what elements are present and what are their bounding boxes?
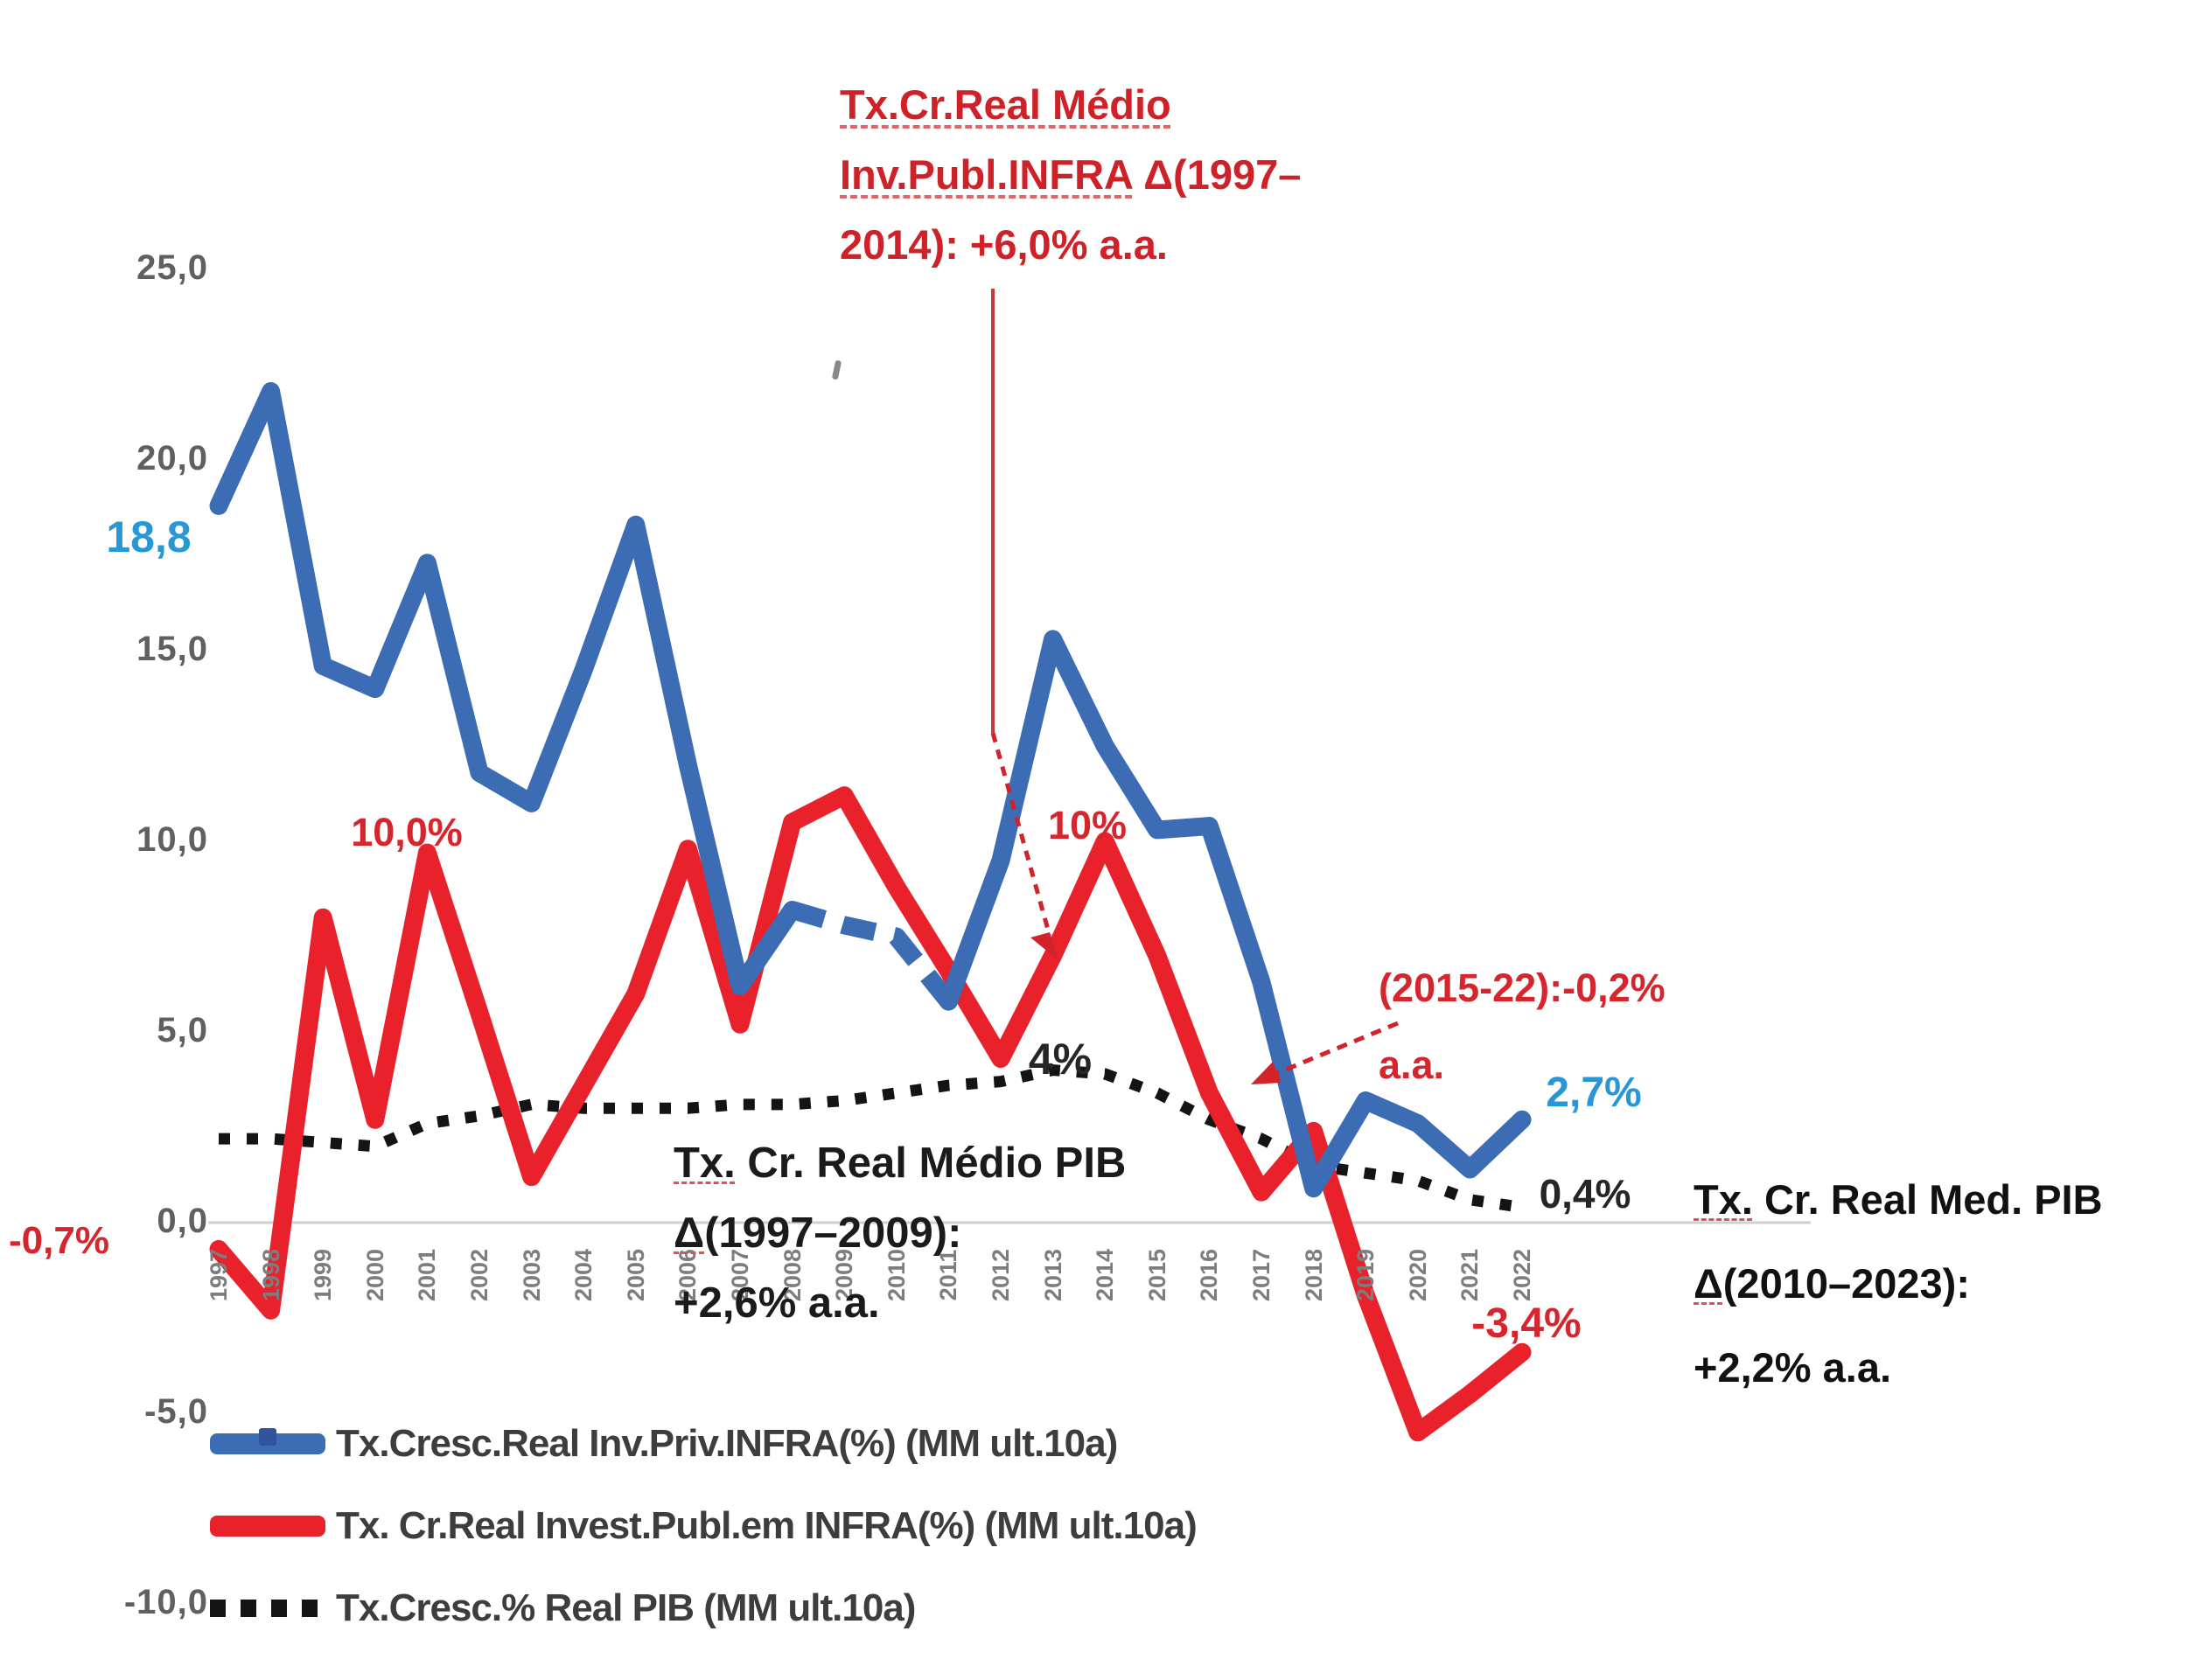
- legend-swatch-icon: [210, 1600, 325, 1617]
- x-axis-year-label: 2000: [361, 1248, 388, 1302]
- x-axis-year-label: 1997: [206, 1248, 232, 1302]
- callout-leader-dashed-line: [990, 732, 1052, 937]
- annotation-line: Cr. Real Médio PIB: [735, 1140, 1127, 1187]
- data-label-pib-peak: 4%: [1028, 1035, 1093, 1084]
- annotation-line: (2010–2023):: [1722, 1260, 1970, 1307]
- legend-label: Tx.Cresc.% Real PIB (MM ult.10a): [336, 1586, 916, 1629]
- blue-a: [209, 382, 802, 996]
- data-label-publ-2022: -3,4%: [1471, 1300, 1582, 1347]
- annotation-arrowhead-icon: [1251, 1062, 1282, 1084]
- x-axis-year-label: 2001: [414, 1248, 441, 1302]
- annotation-line: Tx.Cr.Real Médio: [840, 81, 1171, 128]
- y-axis-tick-label: 0,0: [157, 1202, 208, 1240]
- blue-dash: [789, 901, 956, 1007]
- legend-label: Tx. Cr.Real Invest.Publ.em INFRA(%) (MM …: [336, 1504, 1198, 1547]
- x-axis-year-label: 2004: [570, 1248, 597, 1302]
- x-axis-year-label: 2005: [622, 1248, 649, 1302]
- annotation-2015-22-rate: (2015-22):-0,2% a.a.: [1379, 950, 1666, 1104]
- annotation-line: Δ(1997–: [1132, 151, 1302, 198]
- y-axis-tick-label: -5,0: [144, 1392, 208, 1431]
- blue-b: [939, 630, 1532, 1198]
- annotation-arrow-dashed-line: [1266, 1021, 1399, 1080]
- x-axis-year-label: 2018: [1300, 1248, 1327, 1302]
- data-label-pib-2022: 0,4%: [1539, 1171, 1631, 1216]
- legend-label: Tx.Cresc.Real Inv.Priv.INFRA(%) (MM ult.…: [336, 1422, 1118, 1465]
- x-axis-year-label: 2019: [1352, 1248, 1379, 1302]
- annotation-line: Cr. Real Med. PIB: [1752, 1176, 2103, 1223]
- y-axis-tick-label: -10,0: [123, 1583, 208, 1621]
- annotation-line: Δ: [674, 1209, 705, 1257]
- data-label-priv-1997: 18,8: [106, 512, 192, 561]
- data-label-publ-2014: 10%: [1047, 803, 1128, 847]
- annotation-line: +2,6% a.a.: [674, 1279, 880, 1327]
- data-label-publ-1997: -0,7%: [9, 1219, 109, 1262]
- annotation-line: Tx.: [1694, 1176, 1753, 1223]
- x-axis-year-label: 2002: [466, 1248, 492, 1302]
- legend-swatch-icon: [210, 1428, 325, 1454]
- annotation-pib-2010-2023: Tx. Cr. Real Med. PIB Δ(2010–2023): +2,2…: [1694, 1158, 2103, 1410]
- legend-swatch-icon: [210, 1516, 325, 1537]
- x-axis-year-label: 1998: [257, 1248, 284, 1302]
- chart-legend: Tx.Cresc.Real Inv.Priv.INFRA(%) (MM ult.…: [210, 1403, 1198, 1649]
- annotation-line: a.a.: [1379, 1042, 1445, 1087]
- annotation-line: Tx.: [674, 1140, 736, 1187]
- data-label-publ-2001: 10,0%: [351, 810, 463, 854]
- legend-marker-icon: [259, 1428, 276, 1446]
- legend-item: Tx.Cresc.Real Inv.Priv.INFRA(%) (MM ult.…: [210, 1403, 1197, 1485]
- legend-item: Tx. Cr.Real Invest.Publ.em INFRA(%) (MM …: [210, 1485, 1198, 1567]
- annotation-pib-1997-2009: Tx. Cr. Real Médio PIB Δ(1997–2009): +2,…: [674, 1128, 1126, 1338]
- annotation-line: +2,2% a.a.: [1694, 1344, 1892, 1391]
- x-axis-year-label: 1999: [310, 1248, 337, 1302]
- annotation-line: (1997–2009):: [704, 1209, 962, 1257]
- annotation-line: 2014): +6,0% a.a.: [840, 221, 1168, 268]
- x-axis-year-label: 2003: [518, 1248, 545, 1302]
- callout-arrowhead-icon: [1030, 932, 1058, 960]
- x-axis-year-label: 2016: [1196, 1248, 1223, 1302]
- x-axis-year-label: 2017: [1248, 1248, 1275, 1302]
- x-axis-year-label: 2020: [1404, 1248, 1431, 1302]
- annotation-line: Inv.Publ.INFRA: [840, 151, 1133, 198]
- y-axis-tick-label: 15,0: [136, 630, 208, 668]
- y-axis-tick-label: 25,0: [136, 248, 208, 287]
- annotation-public-infra-growth: Tx.Cr.Real Médio Inv.Publ.INFRA Δ(1997– …: [840, 70, 1301, 280]
- annotation-line: Δ: [1694, 1260, 1723, 1307]
- y-axis-tick-label: 10,0: [136, 820, 208, 859]
- y-axis-tick-label: 20,0: [136, 439, 208, 478]
- data-label-priv-2022: 2,7%: [1546, 1070, 1642, 1116]
- x-axis-year-label: 2015: [1143, 1248, 1170, 1302]
- annotation-line: (2015-22):-0,2%: [1379, 965, 1666, 1010]
- y-axis-tick-label: 5,0: [157, 1011, 208, 1049]
- legend-item: Tx.Cresc.% Real PIB (MM ult.10a): [210, 1567, 1197, 1649]
